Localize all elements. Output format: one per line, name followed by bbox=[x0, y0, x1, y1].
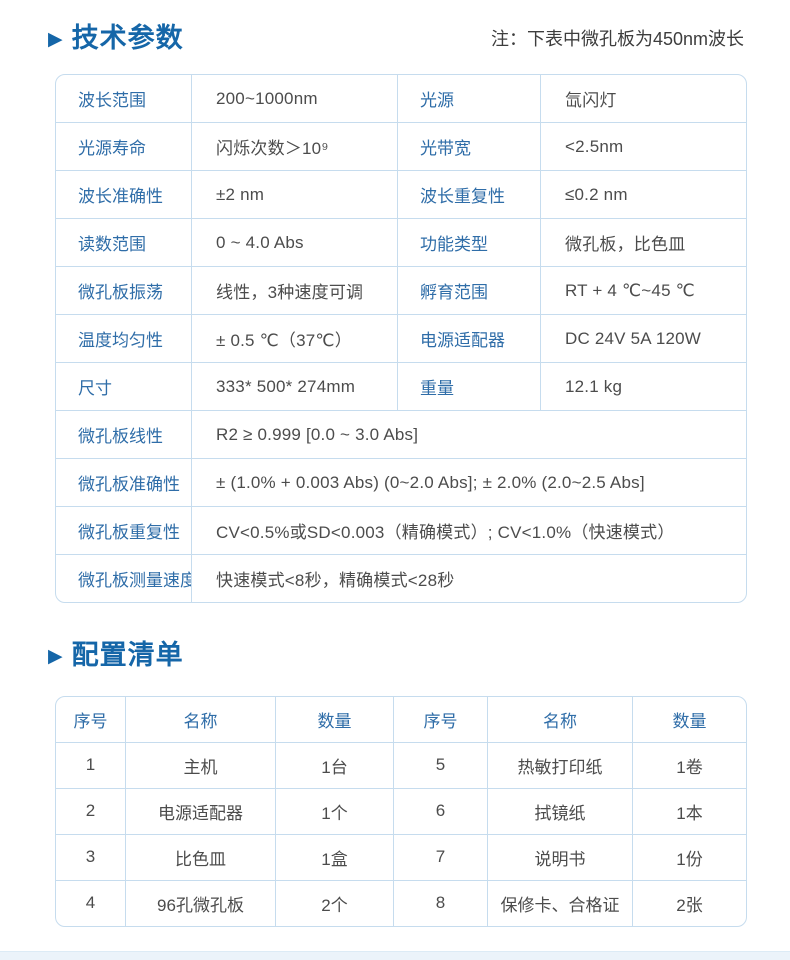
table-row: 3 比色皿 1盒 7 说明书 1份 bbox=[56, 834, 746, 881]
tech-params-title: 技术参数 bbox=[71, 23, 184, 53]
item-qty: 2张 bbox=[676, 895, 703, 915]
spec-label: 重量 bbox=[398, 363, 541, 412]
spec-value: 线性，3种速度可调 bbox=[192, 267, 398, 316]
spec-label: 电源适配器 bbox=[398, 315, 541, 364]
spec-label: 微孔板振荡 bbox=[56, 267, 192, 316]
bottom-divider-strip bbox=[0, 951, 790, 960]
item-qty: 1卷 bbox=[633, 743, 746, 789]
config-list-header: ▶ 配置清单 bbox=[48, 639, 744, 671]
item-index: 7 bbox=[394, 834, 488, 881]
spec-value: 12.1 kg bbox=[541, 363, 746, 412]
item-qty: 1本 bbox=[633, 789, 746, 835]
spec-label: 温度均匀性 bbox=[56, 315, 192, 364]
table-row: 微孔板准确性 ± (1.0% + 0.003 Abs) (0~2.0 Abs];… bbox=[56, 459, 746, 508]
column-header: 序号 bbox=[394, 696, 488, 743]
column-header: 数量 bbox=[276, 696, 394, 743]
spec-value: ± (1.0% + 0.003 Abs) (0~2.0 Abs]; ± 2.0%… bbox=[192, 459, 746, 508]
spec-value: <2.5nm bbox=[541, 123, 746, 172]
table-row: 光源寿命 闪烁次数＞10⁹ 光带宽 <2.5nm bbox=[56, 123, 746, 172]
item-index: 8 bbox=[394, 880, 488, 926]
spec-label: 微孔板测量速度 bbox=[56, 555, 192, 603]
table-row: 2 电源适配器 1个 6 拭镜纸 1本 bbox=[56, 788, 746, 835]
table-row: 1 主机 1台 5 热敏打印纸 1卷 bbox=[56, 742, 746, 789]
spec-value: 微孔板，比色皿 bbox=[541, 219, 746, 268]
table-row: 微孔板测量速度 快速模式<8秒，精确模式<28秒 bbox=[56, 555, 746, 603]
spec-label: 波长范围 bbox=[56, 75, 192, 124]
item-name: 拭镜纸 bbox=[488, 788, 633, 835]
spec-value: R2 ≥ 0.999 [0.0 ~ 3.0 Abs] bbox=[192, 411, 746, 460]
column-header: 序号 bbox=[56, 696, 126, 743]
item-name: 主机 bbox=[126, 742, 276, 789]
spec-label: 微孔板线性 bbox=[56, 411, 192, 460]
spec-label: 孵育范围 bbox=[398, 267, 541, 316]
spec-value: DC 24V 5A 120W bbox=[541, 315, 746, 364]
item-name: 电源适配器 bbox=[126, 788, 276, 835]
spec-value: 333* 500* 274mm bbox=[192, 363, 398, 412]
item-index: 1 bbox=[56, 742, 126, 789]
table-row: 4 96孔微孔板 2个 8 保修卡、合格证 2张 bbox=[56, 880, 746, 926]
item-name: 96孔微孔板 bbox=[126, 880, 276, 926]
wavelength-note: 注：下表中微孔板为450nm波长 bbox=[490, 29, 744, 50]
spec-label: 波长重复性 bbox=[398, 171, 541, 220]
table-row: 波长范围 200~1000nm 光源 氙闪灯 bbox=[56, 75, 746, 124]
item-index: 4 bbox=[56, 880, 126, 926]
column-header: 数量 bbox=[633, 697, 746, 743]
spec-label: 光源寿命 bbox=[56, 123, 192, 172]
spec-label: 微孔板准确性 bbox=[56, 459, 192, 508]
item-qty: 1盒 bbox=[276, 834, 394, 881]
spec-value: CV<0.5%或SD<0.003（精确模式）; CV<1.0%（快速模式） bbox=[192, 507, 746, 556]
spec-label: 光源 bbox=[398, 75, 541, 124]
spec-label: 读数范围 bbox=[56, 219, 192, 268]
spec-value: 闪烁次数＞10⁹ bbox=[192, 123, 398, 172]
item-name: 热敏打印纸 bbox=[488, 742, 633, 789]
item-index: 6 bbox=[394, 788, 488, 835]
spec-value: RT + 4 ℃~45 ℃ bbox=[541, 267, 746, 316]
tech-params-header: ▶ 技术参数 注：下表中微孔板为450nm波长 bbox=[48, 0, 744, 54]
item-qty: 1份 bbox=[633, 835, 746, 881]
table-row: 波长准确性 ±2 nm 波长重复性 ≤0.2 nm bbox=[56, 171, 746, 220]
triangle-bullet-icon: ▶ bbox=[48, 28, 63, 50]
spec-value: 0 ~ 4.0 Abs bbox=[192, 219, 398, 268]
spec-label: 微孔板重复性 bbox=[56, 507, 192, 556]
spec-value: ± 0.5 ℃（37℃） bbox=[192, 315, 398, 364]
item-index: 2 bbox=[56, 788, 126, 835]
item-index: 5 bbox=[394, 742, 488, 789]
spec-label: 功能类型 bbox=[398, 219, 541, 268]
spec-value: 快速模式<8秒，精确模式<28秒 bbox=[216, 571, 455, 591]
spec-label: 光带宽 bbox=[398, 123, 541, 172]
triangle-bullet-icon: ▶ bbox=[48, 646, 63, 668]
item-name: 说明书 bbox=[488, 834, 633, 881]
spec-value: 氙闪灯 bbox=[541, 75, 746, 124]
config-list-title: 配置清单 bbox=[71, 640, 184, 671]
item-qty: 1个 bbox=[276, 788, 394, 835]
table-row: 微孔板振荡 线性，3种速度可调 孵育范围 RT + 4 ℃~45 ℃ bbox=[56, 267, 746, 316]
tech-params-table: 波长范围 200~1000nm 光源 氙闪灯 光源寿命 闪烁次数＞10⁹ 光带宽… bbox=[55, 74, 747, 604]
table-row: 温度均匀性 ± 0.5 ℃（37℃） 电源适配器 DC 24V 5A 120W bbox=[56, 315, 746, 364]
item-name: 比色皿 bbox=[126, 834, 276, 881]
spec-value: ≤0.2 nm bbox=[541, 171, 746, 220]
column-header: 名称 bbox=[126, 696, 276, 743]
table-row: 读数范围 0 ~ 4.0 Abs 功能类型 微孔板，比色皿 bbox=[56, 219, 746, 268]
table-row: 微孔板重复性 CV<0.5%或SD<0.003（精确模式）; CV<1.0%（快… bbox=[56, 507, 746, 556]
spec-label: 尺寸 bbox=[56, 363, 192, 412]
item-qty: 2个 bbox=[276, 880, 394, 926]
item-qty: 1台 bbox=[276, 742, 394, 789]
column-header: 名称 bbox=[488, 696, 633, 743]
table-row: 微孔板线性 R2 ≥ 0.999 [0.0 ~ 3.0 Abs] bbox=[56, 411, 746, 460]
config-list-title-wrap: ▶ 配置清单 bbox=[48, 639, 184, 671]
table-row: 尺寸 333* 500* 274mm 重量 12.1 kg bbox=[56, 363, 746, 412]
item-index: 3 bbox=[56, 834, 126, 881]
spec-label: 波长准确性 bbox=[56, 171, 192, 220]
spec-value: 200~1000nm bbox=[192, 75, 398, 124]
config-list-table: 序号 名称 数量 序号 名称 数量 1 主机 1台 5 热敏打印纸 1卷 2 电… bbox=[55, 695, 747, 927]
item-name: 保修卡、合格证 bbox=[488, 880, 633, 926]
tech-params-title-wrap: ▶ 技术参数 bbox=[48, 22, 184, 54]
spec-value: ±2 nm bbox=[192, 171, 398, 220]
table-header-row: 序号 名称 数量 序号 名称 数量 bbox=[56, 696, 746, 743]
